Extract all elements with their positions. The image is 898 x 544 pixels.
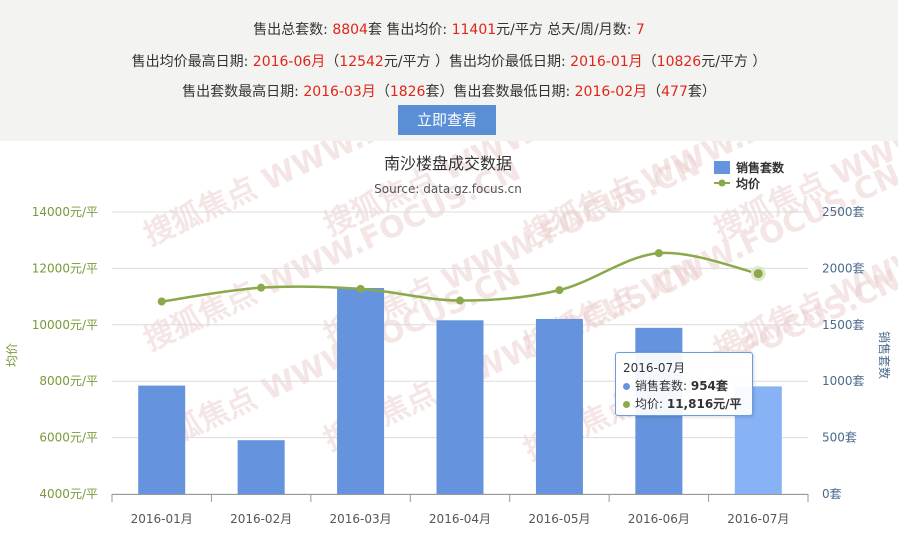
chart-title: 南沙楼盘成交数据 (384, 154, 512, 173)
summary-line-2: 售出均价最高日期: 2016-06月（12542元/平方 ）售出均价最低日期: … (0, 51, 898, 71)
price-point (157, 297, 166, 306)
count-high-value: 1826 (389, 84, 426, 100)
paren: （ (642, 54, 657, 70)
left-tick-label: 10000元/平 (32, 318, 98, 332)
price-point (257, 283, 266, 292)
summary-line-3: 售出套数最高日期: 2016-03月（1826套）售出套数最低日期: 2016-… (0, 81, 898, 101)
x-tick-label: 2016-01月 (131, 512, 193, 526)
left-tick-label: 12000元/平 (32, 261, 98, 275)
left-tick-label: 8000元/平 (39, 374, 98, 388)
chart-subtitle: Source: data.gz.focus.cn (374, 182, 522, 196)
count-low-unit: 套） (687, 84, 716, 100)
line-series (157, 249, 766, 306)
avg-value: 11401 (451, 22, 497, 38)
price-low-unit: 元/平方 ） (701, 54, 767, 70)
price-point (456, 296, 464, 305)
tooltip-bar-row: 销售套数: 954套 (623, 377, 728, 394)
right-tick-label: 500套 (822, 431, 857, 445)
tooltip-line-value: 11,816元/平 (666, 397, 742, 411)
right-tick-label: 2500套 (822, 205, 865, 219)
price-low-label: 元/平方 ）售出均价最低日期: (383, 54, 571, 70)
bar (535, 318, 583, 494)
total-label: 售出总套数: (253, 22, 333, 38)
tooltip-title: 2016-07月 (623, 361, 686, 375)
total-value: 8804 (332, 22, 368, 38)
paren: （ (325, 54, 340, 70)
x-tick-label: 2016-06月 (628, 512, 690, 526)
legend: 销售套数 均价 (714, 160, 785, 191)
avg-label: 套 售出均价: (367, 22, 452, 38)
axes: 2016-01月 2016-02月 2016-03月 2016-04月 2016-05月… (32, 205, 865, 526)
count-low-label: 套）售出套数最低日期: (425, 84, 575, 100)
legend-bar-swatch (714, 161, 730, 174)
right-tick-label: 1500套 (822, 318, 865, 332)
legend-line-marker (718, 179, 726, 187)
price-high-date: 2016-06月 (252, 54, 326, 70)
period-value: 7 (635, 22, 645, 38)
tooltip-bar-dot (623, 383, 630, 390)
summary-panel: 售出总套数: 8804套 售出均价: 11401元/平方 总天/周/月数: 7 … (0, 0, 898, 141)
right-tick-label: 0套 (822, 487, 842, 501)
chart-tooltip: 2016-07月 销售套数: 954套 均价: 11,816元/平 (615, 352, 753, 416)
count-low-value: 477 (661, 84, 688, 100)
bar (337, 288, 385, 494)
tooltip-line-row: 均价: 11,816元/平 (623, 395, 742, 412)
count-low-date: 2016-02月 (574, 84, 648, 100)
tooltip-bar-value: 954套 (690, 379, 728, 393)
right-tick-label: 2000套 (822, 261, 865, 275)
tooltip-line-dot (623, 401, 630, 408)
price-point (654, 249, 663, 258)
left-tick-label: 6000元/平 (39, 431, 98, 445)
count-high-date: 2016-03月 (303, 84, 376, 100)
price-low-value: 10826 (656, 54, 702, 70)
x-tick-label: 2016-02月 (230, 512, 292, 526)
x-tick-label: 2016-07月 (727, 512, 789, 526)
period-label: 元/平方 总天/周/月数: (496, 22, 636, 38)
bar (138, 385, 186, 494)
price-point (750, 266, 766, 282)
right-tick-label: 1000套 (822, 374, 865, 388)
legend-bar-label[interactable]: 销售套数 (736, 160, 785, 175)
price-high-value: 12542 (339, 54, 384, 70)
price-low-date: 2016-01月 (570, 54, 643, 70)
summary-line-1: 售出总套数: 8804套 售出均价: 11401元/平方 总天/周/月数: 7 (0, 19, 898, 39)
bar (237, 440, 285, 494)
paren: （ (647, 84, 662, 100)
left-tick-label: 4000元/平 (39, 487, 98, 501)
x-tick-label: 2016-04月 (429, 512, 491, 526)
left-tick-label: 14000元/平 (32, 205, 98, 219)
left-axis-title: 均价 (5, 343, 19, 367)
price-point (555, 286, 564, 295)
right-axis-title: 销售套数 (877, 331, 892, 379)
bar (436, 320, 484, 494)
x-tick-label: 2016-05月 (528, 512, 590, 526)
price-point (356, 284, 365, 293)
paren: （ (375, 84, 390, 100)
count-high-label: 售出套数最高日期: (182, 84, 304, 100)
view-now-button[interactable]: 立即查看 (398, 105, 496, 135)
price-high-label: 售出均价最高日期: (131, 54, 253, 70)
legend-line-label[interactable]: 均价 (736, 176, 761, 191)
x-tick-label: 2016-03月 (330, 512, 392, 526)
tooltip-line-label: 均价: (635, 397, 667, 411)
tooltip-bar-label: 销售套数: (635, 379, 691, 393)
